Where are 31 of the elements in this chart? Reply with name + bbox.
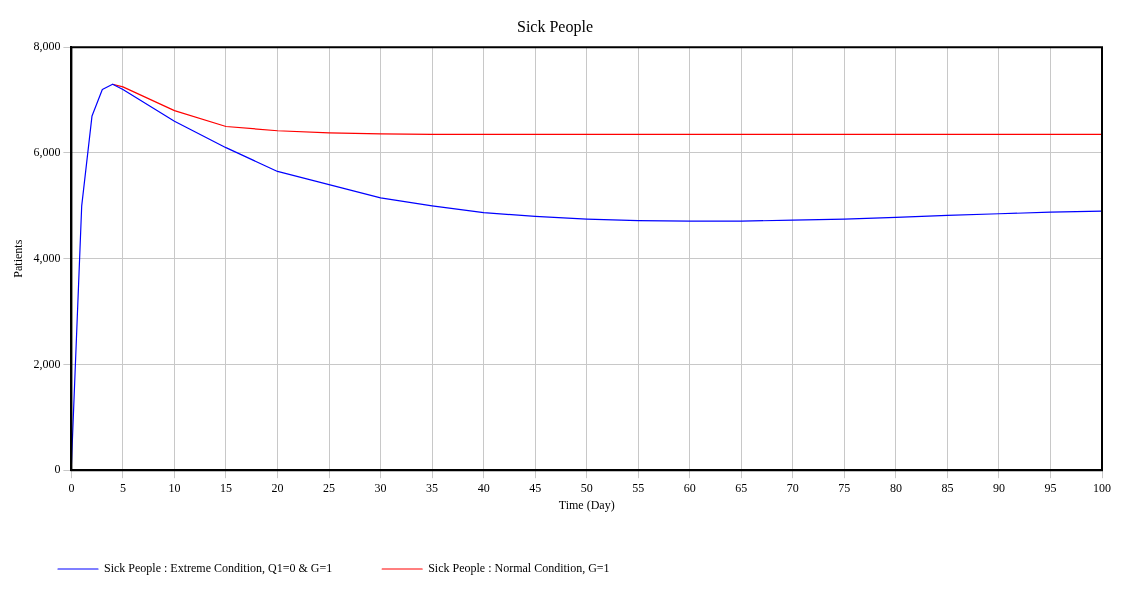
y-tick-label: 2,000 bbox=[33, 356, 61, 371]
x-tick-label: 25 bbox=[323, 480, 336, 495]
x-tick-label: 65 bbox=[735, 480, 748, 495]
x-tick-label: 15 bbox=[219, 480, 232, 495]
chart-title: Sick People bbox=[517, 17, 593, 36]
legend-label: Sick People : Extreme Condition, Q1=0 & G=1 bbox=[104, 561, 333, 576]
y-tick-label: 6,000 bbox=[33, 145, 61, 160]
y-tick-label: 4,000 bbox=[33, 250, 61, 265]
x-tick-label: 35 bbox=[426, 480, 439, 495]
x-tick-label: 75 bbox=[838, 480, 851, 495]
x-tick-label: 5 bbox=[119, 480, 126, 495]
x-tick-label: 90 bbox=[992, 480, 1005, 495]
x-tick-label: 45 bbox=[529, 480, 542, 495]
x-tick-label: 0 bbox=[68, 480, 75, 495]
x-tick-label: 30 bbox=[374, 480, 387, 495]
x-axis-title: Time (Day) bbox=[558, 497, 615, 512]
x-tick-label: 80 bbox=[889, 480, 902, 495]
y-tick-label: 8,000 bbox=[33, 39, 61, 54]
x-tick-label: 60 bbox=[683, 480, 696, 495]
y-axis-title: Patients bbox=[11, 239, 26, 278]
x-tick-label: 55 bbox=[632, 480, 645, 495]
legend-label: Sick People : Normal Condition, G=1 bbox=[428, 561, 610, 576]
x-tick-label: 95 bbox=[1044, 480, 1057, 495]
x-tick-label: 50 bbox=[580, 480, 593, 495]
x-tick-label: 40 bbox=[477, 480, 490, 495]
x-tick-label: 20 bbox=[271, 480, 284, 495]
y-tick-label: 0 bbox=[54, 462, 61, 477]
x-tick-label: 85 bbox=[941, 480, 954, 495]
x-tick-label: 10 bbox=[168, 480, 181, 495]
x-tick-label: 70 bbox=[786, 480, 799, 495]
x-tick-label: 100 bbox=[1093, 480, 1111, 495]
